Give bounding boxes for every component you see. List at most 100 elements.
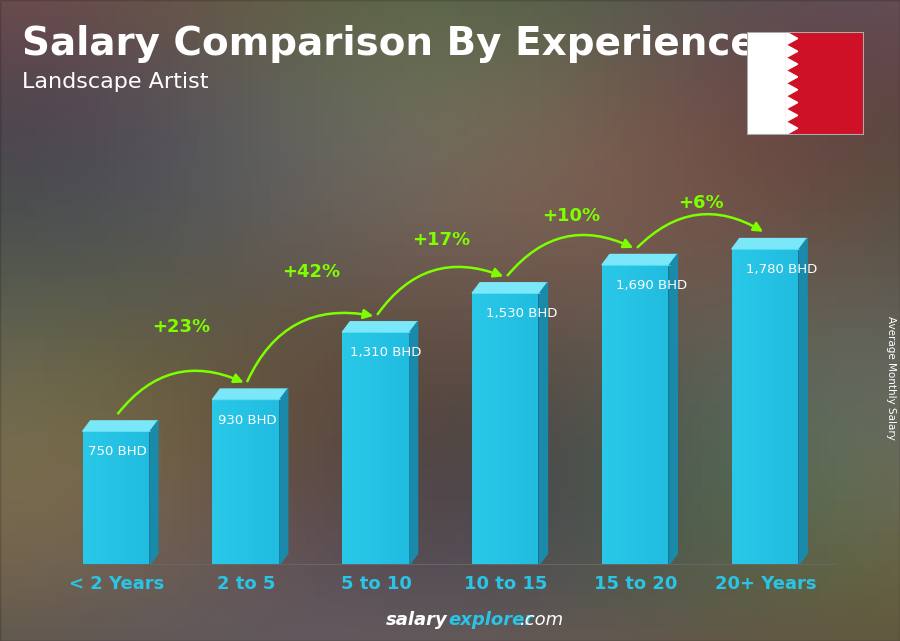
Bar — [651, 265, 652, 564]
Bar — [535, 293, 536, 564]
Bar — [627, 265, 629, 564]
Bar — [405, 332, 407, 564]
Bar — [400, 332, 401, 564]
Bar — [762, 249, 764, 564]
Bar — [407, 332, 409, 564]
Bar — [602, 265, 604, 564]
Bar — [735, 249, 737, 564]
Bar — [220, 399, 222, 564]
Bar — [492, 293, 494, 564]
Bar — [236, 399, 238, 564]
Bar — [212, 399, 214, 564]
Bar — [85, 431, 86, 564]
Text: +17%: +17% — [412, 231, 470, 249]
Bar — [224, 399, 226, 564]
Bar — [795, 249, 796, 564]
Bar — [135, 431, 137, 564]
Bar — [649, 265, 651, 564]
Text: +23%: +23% — [152, 318, 211, 336]
Bar — [89, 431, 91, 564]
Bar — [359, 332, 361, 564]
Bar — [127, 431, 128, 564]
Text: Landscape Artist: Landscape Artist — [22, 72, 209, 92]
Bar — [523, 293, 525, 564]
Bar — [367, 332, 369, 564]
Bar — [521, 293, 523, 564]
Text: Salary Comparison By Experience: Salary Comparison By Experience — [22, 25, 757, 63]
Polygon shape — [732, 238, 807, 249]
Bar — [356, 332, 357, 564]
Bar — [96, 431, 98, 564]
Bar — [376, 332, 378, 564]
Bar — [637, 265, 639, 564]
Bar — [247, 399, 248, 564]
Bar — [125, 431, 127, 564]
Bar — [770, 249, 772, 564]
Bar — [798, 249, 799, 564]
Polygon shape — [786, 96, 797, 109]
Bar — [764, 249, 766, 564]
Bar — [634, 265, 635, 564]
Bar — [396, 332, 398, 564]
Bar — [265, 399, 266, 564]
Bar — [788, 249, 789, 564]
Bar — [526, 293, 528, 564]
Bar — [233, 399, 234, 564]
Bar — [606, 265, 608, 564]
Bar — [610, 265, 612, 564]
Bar — [214, 399, 216, 564]
Bar — [369, 332, 371, 564]
Bar — [131, 431, 133, 564]
Bar — [256, 399, 258, 564]
Bar — [393, 332, 394, 564]
Bar — [274, 399, 276, 564]
Text: +10%: +10% — [542, 208, 600, 226]
Bar — [489, 293, 491, 564]
Bar — [633, 265, 634, 564]
Bar — [658, 265, 660, 564]
Bar — [486, 293, 488, 564]
Bar — [797, 249, 799, 564]
Bar — [491, 293, 492, 564]
Bar — [668, 265, 670, 564]
Bar — [248, 399, 249, 564]
Bar — [528, 293, 529, 564]
Bar — [253, 399, 255, 564]
Bar — [646, 265, 648, 564]
Bar — [496, 293, 498, 564]
Bar — [616, 265, 617, 564]
Bar — [621, 265, 622, 564]
Bar — [145, 431, 147, 564]
Bar — [774, 249, 776, 564]
Bar — [509, 293, 511, 564]
Bar — [643, 265, 644, 564]
Bar — [769, 249, 770, 564]
Bar — [133, 431, 135, 564]
Bar — [108, 431, 110, 564]
Bar — [122, 431, 123, 564]
Bar — [140, 431, 141, 564]
Text: Average Monthly Salary: Average Monthly Salary — [886, 316, 896, 440]
Bar — [513, 293, 515, 564]
Polygon shape — [410, 322, 418, 564]
Bar — [390, 332, 392, 564]
Bar — [778, 249, 779, 564]
Bar — [622, 265, 624, 564]
Bar — [394, 332, 396, 564]
Polygon shape — [150, 421, 158, 564]
Bar — [357, 332, 359, 564]
Bar — [373, 332, 374, 564]
Bar — [87, 431, 89, 564]
Polygon shape — [786, 83, 797, 96]
Bar — [760, 249, 762, 564]
Text: explorer: explorer — [448, 611, 533, 629]
Bar — [786, 32, 864, 135]
Bar — [93, 431, 94, 564]
Bar — [608, 265, 610, 564]
Bar — [401, 332, 403, 564]
Bar — [378, 332, 380, 564]
Bar — [525, 293, 526, 564]
Bar — [114, 431, 116, 564]
Bar — [268, 399, 270, 564]
Bar — [635, 265, 637, 564]
